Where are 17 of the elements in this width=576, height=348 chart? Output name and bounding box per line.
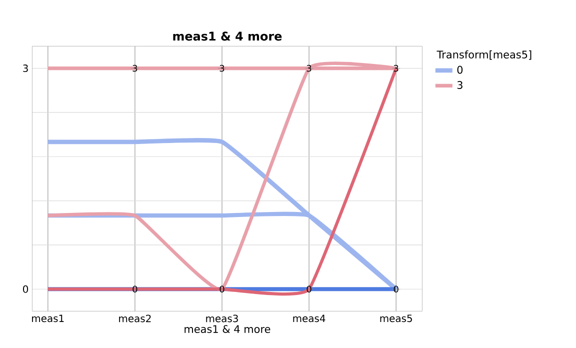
legend-label: 3 bbox=[457, 81, 462, 89]
x-tick-label: meas4 bbox=[293, 314, 326, 322]
annotation: 3 bbox=[394, 64, 398, 72]
legend-label: 0 bbox=[457, 66, 463, 74]
x-tick-label: meas3 bbox=[206, 314, 238, 322]
annotation: 3 bbox=[220, 64, 224, 72]
annotation: 3 bbox=[132, 64, 138, 72]
annotation: 0 bbox=[220, 286, 224, 292]
x-tick-label: meas5 bbox=[380, 314, 412, 322]
legend-title: Transform[meas5] bbox=[436, 50, 532, 60]
x-tick-label: meas1 bbox=[32, 314, 64, 322]
annotation: 3 bbox=[306, 64, 312, 72]
x-tick-label: meas2 bbox=[119, 314, 151, 322]
annotation: 0 bbox=[132, 286, 138, 292]
annotation: 0 bbox=[394, 286, 398, 292]
x-axis-title: meas1 & 4 more bbox=[184, 325, 270, 333]
chart-title: meas1 & 4 more bbox=[173, 32, 282, 41]
